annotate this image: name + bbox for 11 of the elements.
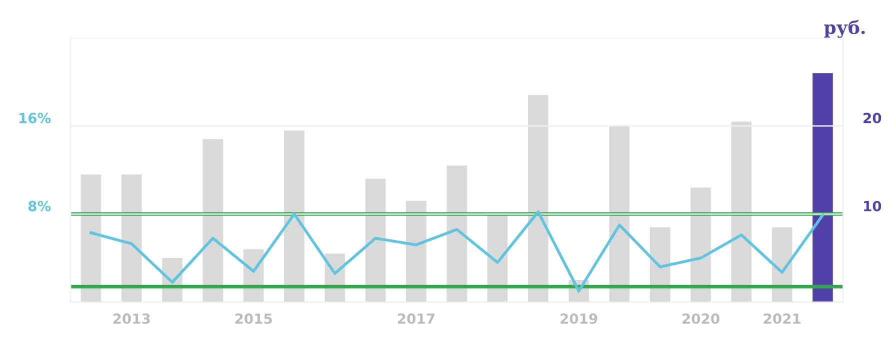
x-tick-label: 2017 [398, 313, 434, 324]
y-tick-label: 16% [20, 112, 51, 124]
y-tick-label: 8% [28, 200, 51, 212]
x-tick-label: 2015 [235, 313, 272, 324]
x-tick-label: 2013 [113, 313, 150, 324]
y2-tick-label: 20 [864, 112, 882, 124]
x-tick-label: 2020 [682, 313, 720, 324]
y2-axis-title: руб. [824, 20, 865, 38]
y2-tick-label: 10 [864, 200, 882, 212]
x-tick-label: 2021 [764, 313, 800, 324]
x-tick-label: 2019 [560, 313, 598, 324]
